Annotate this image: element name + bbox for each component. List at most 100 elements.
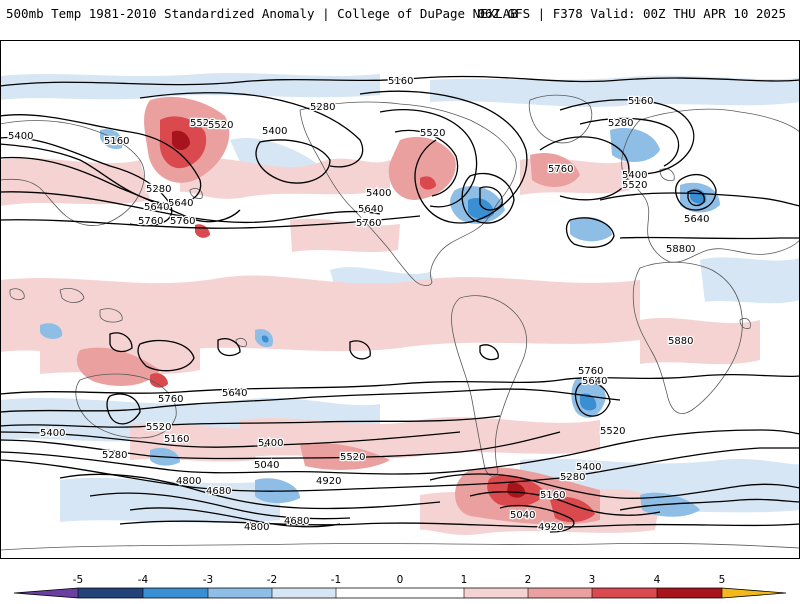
coastlines [0, 94, 800, 551]
contour-label: 5160 [628, 96, 653, 107]
contour-label: 5280 [608, 118, 633, 129]
contour-label: 5520 [190, 118, 215, 129]
anomaly-region [507, 482, 526, 498]
contour-label: 5280 [102, 450, 127, 461]
contour-label: 5760 [356, 218, 381, 229]
colorbar-tick: 0 [397, 574, 404, 586]
contour-label: 5760 [548, 164, 573, 175]
contour-label: 5880 [668, 336, 693, 347]
contour-label: 5760 [170, 216, 195, 227]
colorbar-tick: 4 [654, 574, 661, 586]
anomaly-region [180, 157, 390, 199]
contour-label: 5520 [622, 180, 647, 191]
colorbar-tick: 2 [525, 574, 532, 586]
contour-label: 5880 [670, 244, 695, 255]
contour-label: 5160 [104, 136, 129, 147]
anomaly-region [468, 197, 494, 220]
contour-label: 5520 [146, 422, 171, 433]
colorbar-swatch-neg2 [208, 588, 272, 598]
contour-label: 5400 [622, 170, 647, 181]
contour-label: 5640 [168, 198, 193, 209]
contour-label: 4920 [538, 522, 563, 533]
anomaly-region [60, 477, 280, 523]
contour-label: 5640 [358, 204, 383, 215]
anomaly-region [700, 257, 800, 304]
anomaly-region [388, 136, 456, 200]
map-title: 500mb Temp 1981-2010 Standardized Anomal… [6, 6, 518, 21]
anomaly-region [240, 417, 600, 459]
contour-label: 5400 [366, 188, 391, 199]
contour-label: 5640 [684, 214, 709, 225]
contour-label: 5520 [208, 120, 233, 131]
contour-label: 5280 [560, 472, 585, 483]
contour-label: 5280 [146, 184, 171, 195]
colorbar-swatch-pos3 [592, 588, 657, 598]
contour-label: 5160 [388, 76, 413, 87]
anomaly-map[interactable]: 5160 5280 5400 5520 5640 5760 5880 5160 … [0, 40, 800, 559]
contour-label: 5520 [340, 452, 365, 463]
contour-labels: 5160 5280 5400 5520 5640 5760 5880 5160 … [7, 75, 711, 535]
colorbar-swatch-zero [336, 588, 464, 598]
colorbar-tick: 5 [719, 574, 726, 586]
colorbar-tick: 3 [589, 574, 596, 586]
contour-label: 4920 [316, 476, 341, 487]
anomaly-region [150, 373, 168, 388]
colorbar-tick: -1 [331, 574, 341, 586]
colorbar-tick: -2 [267, 574, 277, 586]
colorbar-swatch-neg4 [78, 588, 143, 598]
colorbar: -5 -4 -3 -2 -1 0 1 2 3 4 5 [0, 564, 800, 600]
anomaly-region [261, 335, 269, 343]
contour-label: 5160 [164, 434, 189, 445]
contour-label: 5400 [40, 428, 65, 439]
contour-label: 5160 [540, 490, 565, 501]
contour-label: 5400 [258, 438, 283, 449]
colorbar-dividers [77, 588, 723, 598]
anomaly-region [640, 317, 760, 365]
contour-label: 4800 [176, 476, 201, 487]
colorbar-tick: -4 [138, 574, 149, 586]
anomaly-region [550, 497, 595, 523]
contour-label: 5040 [510, 510, 535, 521]
anomaly-region [580, 393, 597, 411]
colorbar-swatch-pos5 [722, 588, 786, 598]
colorbar-ticks: -5 -4 -3 -2 -1 0 1 2 3 4 5 [73, 574, 726, 586]
anomaly-region [690, 188, 707, 204]
contour-label: 5400 [8, 131, 33, 142]
anomaly-region [100, 129, 123, 150]
contour-label: 5040 [254, 460, 279, 471]
anomaly-region [430, 75, 800, 107]
anomaly-shading [0, 73, 800, 535]
anomaly-region [0, 157, 150, 206]
contour-label: 5400 [576, 462, 601, 473]
anomaly-region [420, 176, 436, 190]
height-contours [0, 75, 800, 533]
colorbar-swatch-neg3 [143, 588, 208, 598]
contour-label: 5400 [262, 126, 287, 137]
anomaly-region [40, 323, 63, 339]
colorbar-swatches [13, 587, 787, 599]
contour-label: 5880 [666, 244, 691, 255]
contour-label: 5760 [158, 394, 183, 405]
contour-label: 4800 [244, 522, 269, 533]
contour-label: 4680 [206, 486, 231, 497]
anomaly-region [570, 216, 612, 242]
colorbar-tick: -5 [73, 574, 83, 586]
contour-label: 4680 [284, 516, 309, 527]
colorbar-swatch-neg5 [14, 588, 78, 598]
contour-label: 5640 [144, 202, 169, 213]
anomaly-region [300, 442, 390, 470]
contour-label: 5640 [222, 388, 247, 399]
colorbar-tick: -3 [203, 574, 213, 586]
contour-label: 5760 [578, 366, 603, 377]
model-run-info: 06Z GFS | F378 Valid: 00Z THU APR 10 202… [477, 6, 786, 21]
contour-label: 5760 [138, 216, 163, 227]
contour-label: 5280 [310, 102, 335, 113]
contour-label: 5520 [420, 128, 445, 139]
colorbar-swatch-pos2 [528, 588, 592, 598]
colorbar-swatch-pos1 [464, 588, 528, 598]
colorbar-swatch-neg1 [272, 588, 336, 598]
colorbar-swatch-pos4 [657, 588, 722, 598]
anomaly-region [530, 152, 580, 187]
anomaly-region [172, 130, 190, 150]
colorbar-tick: 1 [461, 574, 468, 586]
